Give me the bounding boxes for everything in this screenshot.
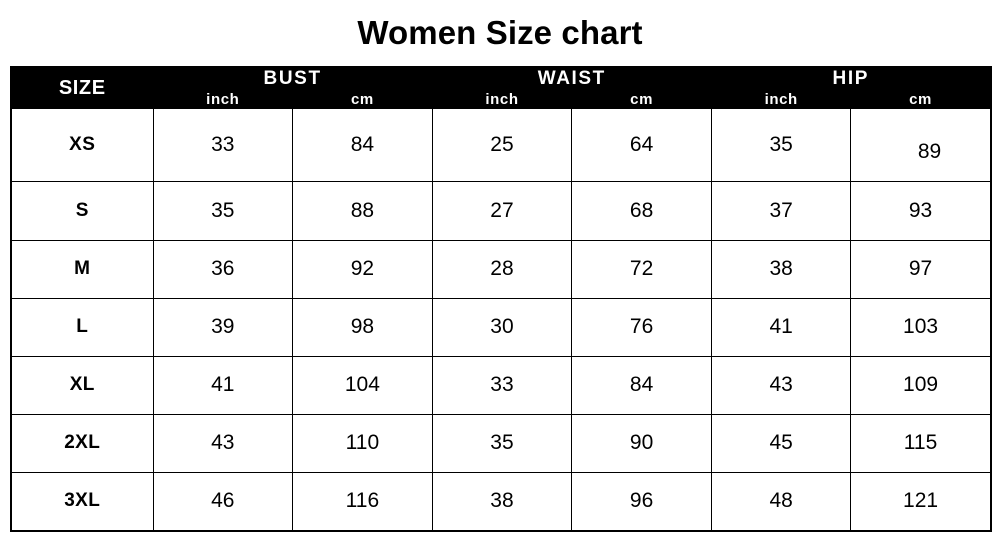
header-group-row: SIZE BUST WAIST HIP bbox=[10, 66, 992, 109]
table-row: 3XL 46 116 38 96 48 121 bbox=[10, 471, 992, 532]
cell-waist-cm: 96 bbox=[571, 471, 712, 532]
cell-size: 2XL bbox=[10, 413, 154, 473]
cell-hip-cm: 115 bbox=[850, 413, 992, 473]
cell-waist-inch: 35 bbox=[431, 413, 573, 473]
cell-bust-cm: 116 bbox=[292, 471, 433, 532]
cell-bust-cm: 104 bbox=[292, 355, 433, 415]
cell-hip-cm: 109 bbox=[850, 355, 992, 415]
cell-hip-inch: 38 bbox=[710, 239, 852, 299]
cell-size: L bbox=[10, 297, 154, 357]
cell-waist-cm: 64 bbox=[571, 107, 712, 183]
cell-hip-cm: 121 bbox=[850, 471, 992, 532]
cell-hip-inch: 41 bbox=[710, 297, 852, 357]
cell-hip-inch: 43 bbox=[710, 355, 852, 415]
table-body: XS 33 84 25 64 35 89 S 35 88 27 68 37 93 bbox=[10, 107, 992, 532]
column-group-header-bust: BUST bbox=[152, 66, 433, 91]
cell-bust-inch: 41 bbox=[152, 355, 294, 415]
cell-waist-inch: 27 bbox=[431, 181, 573, 241]
column-group-header-waist: WAIST bbox=[431, 66, 712, 91]
cell-waist-cm: 72 bbox=[571, 239, 712, 299]
size-chart-table: SIZE BUST WAIST HIP inch cm inch cm inch… bbox=[10, 66, 992, 532]
cell-waist-cm: 68 bbox=[571, 181, 712, 241]
table-row: XL 41 104 33 84 43 109 bbox=[10, 355, 992, 415]
cell-waist-cm: 84 bbox=[571, 355, 712, 415]
cell-hip-inch: 45 bbox=[710, 413, 852, 473]
cell-bust-inch: 39 bbox=[152, 297, 294, 357]
cell-size: S bbox=[10, 181, 154, 241]
table-row: 2XL 43 110 35 90 45 115 bbox=[10, 413, 992, 473]
column-header-hip-inch: inch bbox=[710, 90, 852, 109]
table-row: S 35 88 27 68 37 93 bbox=[10, 181, 992, 241]
header-unit-row: inch cm inch cm inch cm bbox=[11, 90, 992, 109]
cell-waist-inch: 38 bbox=[431, 471, 573, 532]
column-header-bust-cm: cm bbox=[292, 90, 433, 109]
cell-waist-inch: 25 bbox=[431, 107, 573, 183]
cell-bust-inch: 35 bbox=[152, 181, 294, 241]
cell-size: M bbox=[10, 239, 154, 299]
page-title: Women Size chart bbox=[357, 14, 643, 51]
cell-bust-inch: 43 bbox=[152, 413, 294, 473]
cell-bust-cm: 84 bbox=[292, 107, 433, 183]
cell-hip-inch: 35 bbox=[710, 107, 852, 183]
cell-size: XS bbox=[10, 107, 154, 183]
cell-hip-cm: 103 bbox=[850, 297, 992, 357]
cell-bust-cm: 92 bbox=[292, 239, 433, 299]
cell-hip-inch: 37 bbox=[710, 181, 852, 241]
cell-bust-cm: 98 bbox=[292, 297, 433, 357]
cell-waist-inch: 28 bbox=[431, 239, 573, 299]
column-header-waist-inch: inch bbox=[431, 90, 573, 109]
column-header-hip-cm: cm bbox=[850, 90, 992, 109]
cell-size: XL bbox=[10, 355, 154, 415]
cell-bust-inch: 36 bbox=[152, 239, 294, 299]
cell-hip-cm: 89 bbox=[850, 107, 992, 183]
column-group-header-hip: HIP bbox=[710, 66, 992, 91]
cell-bust-inch: 33 bbox=[152, 107, 294, 183]
cell-bust-cm: 88 bbox=[292, 181, 433, 241]
cell-waist-inch: 30 bbox=[431, 297, 573, 357]
table-header: SIZE BUST WAIST HIP inch cm inch cm inch… bbox=[10, 66, 992, 109]
column-header-size: SIZE bbox=[10, 66, 154, 109]
table-row: M 36 92 28 72 38 97 bbox=[10, 239, 992, 299]
cell-waist-cm: 90 bbox=[571, 413, 712, 473]
cell-size: 3XL bbox=[10, 471, 154, 532]
size-chart-table-wrapper: SIZE BUST WAIST HIP inch cm inch cm inch… bbox=[10, 66, 992, 532]
cell-bust-inch: 46 bbox=[152, 471, 294, 532]
cell-hip-cm: 97 bbox=[850, 239, 992, 299]
cell-hip-inch: 48 bbox=[710, 471, 852, 532]
cell-bust-cm: 110 bbox=[292, 413, 433, 473]
cell-waist-cm: 76 bbox=[571, 297, 712, 357]
table-row: XS 33 84 25 64 35 89 bbox=[10, 107, 992, 183]
cell-hip-cm: 93 bbox=[850, 181, 992, 241]
table-row: L 39 98 30 76 41 103 bbox=[10, 297, 992, 357]
column-header-bust-inch: inch bbox=[152, 90, 294, 109]
cell-waist-inch: 33 bbox=[431, 355, 573, 415]
column-header-waist-cm: cm bbox=[571, 90, 712, 109]
